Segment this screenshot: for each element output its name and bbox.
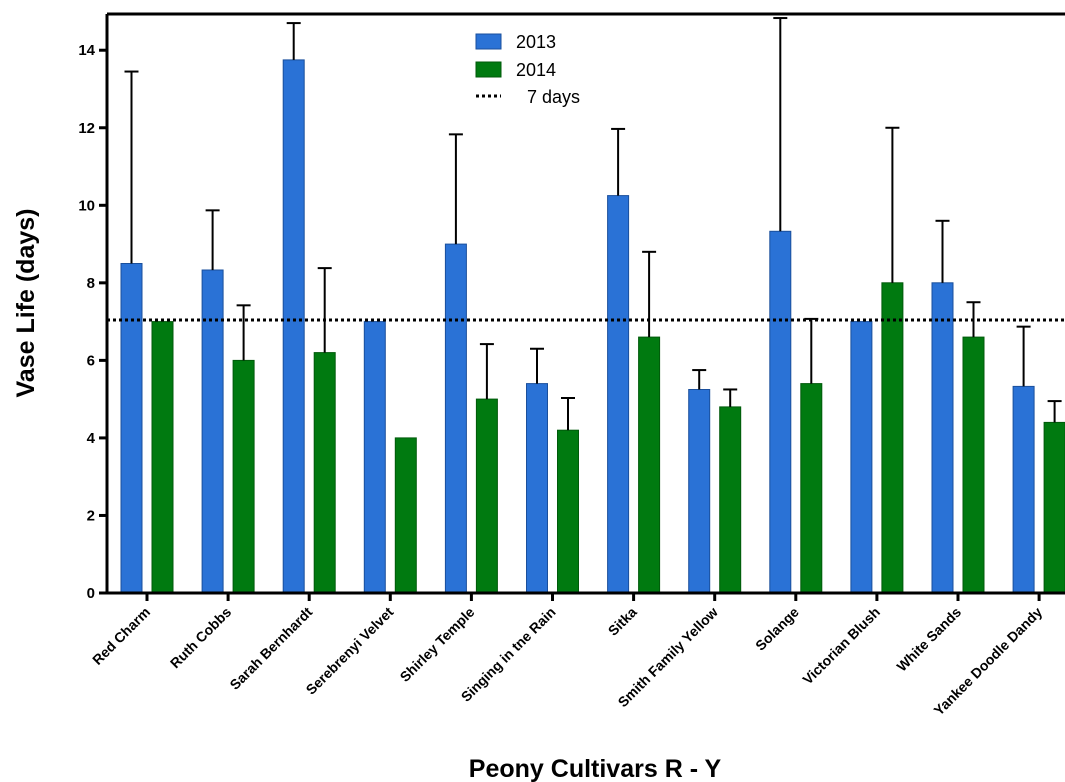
legend-swatch-2013	[475, 33, 502, 50]
x-tick-label: White Sands	[893, 604, 964, 675]
bar-2013-8	[769, 230, 792, 594]
bar-2013-4	[444, 243, 467, 594]
y-tick-label: 8	[87, 275, 95, 292]
x-tick-label: Shirley Temple	[397, 604, 478, 685]
bar-2014-6	[638, 336, 661, 594]
bar-2014-11	[1043, 421, 1065, 594]
y-tick-label: 10	[78, 197, 95, 214]
y-tick-label: 4	[87, 430, 96, 447]
legend-swatch-2014	[475, 61, 502, 78]
bar-2014-0	[151, 321, 174, 594]
bar-2013-7	[688, 389, 711, 594]
y-axis-title: Vase Life (days)	[12, 209, 40, 398]
x-tick-label: Victorian Blush	[799, 604, 883, 688]
bar-2014-5	[557, 429, 579, 594]
bar-2014-8	[800, 383, 823, 594]
bar-2014-10	[962, 336, 985, 594]
y-tick-label: 6	[87, 352, 95, 369]
y-tick-label: 12	[78, 120, 95, 137]
bar-2014-7	[719, 406, 742, 594]
bar-2014-4	[475, 398, 498, 594]
x-tick-label: Red Charm	[89, 604, 153, 668]
bar-2013-2	[282, 59, 305, 594]
bar-2013-6	[607, 195, 630, 594]
bar-2014-1	[232, 359, 255, 594]
y-ticks: 0 2 4 6 8 10 12 14	[78, 42, 107, 602]
x-tick-label: Ruth Cobbs	[167, 604, 235, 672]
y-tick-label: 14	[78, 42, 95, 59]
x-tick-label: Solange	[752, 604, 802, 654]
error-bars-layer	[124, 17, 1062, 431]
x-tick-label: Sitka	[605, 604, 640, 639]
bars-layer	[120, 59, 1065, 594]
bar-2013-5	[526, 383, 548, 594]
bar-2013-3	[363, 321, 386, 594]
bar-2013-0	[120, 263, 143, 594]
x-axis-title: Peony Cultivars R - Y	[469, 755, 722, 782]
legend-label-2014: 2014	[516, 60, 556, 80]
bar-2014-3	[394, 437, 417, 594]
x-tick-label: Sarah Bernhardt	[226, 604, 315, 693]
bar-2013-9	[850, 321, 873, 594]
bar-2013-1	[201, 269, 224, 594]
bar-2013-10	[931, 282, 954, 594]
y-tick-label: 2	[87, 507, 95, 524]
y-tick-label: 0	[87, 585, 95, 602]
bar-2014-9	[881, 282, 904, 594]
legend: 2013 2014 7 days	[475, 32, 580, 107]
x-tick-label: Serebrenyi Velvet	[303, 604, 397, 698]
bar-2014-2	[313, 352, 336, 594]
bar-2013-11	[1012, 385, 1035, 594]
legend-label-2013: 2013	[516, 32, 556, 52]
legend-label-7-days: 7 days	[527, 87, 580, 107]
